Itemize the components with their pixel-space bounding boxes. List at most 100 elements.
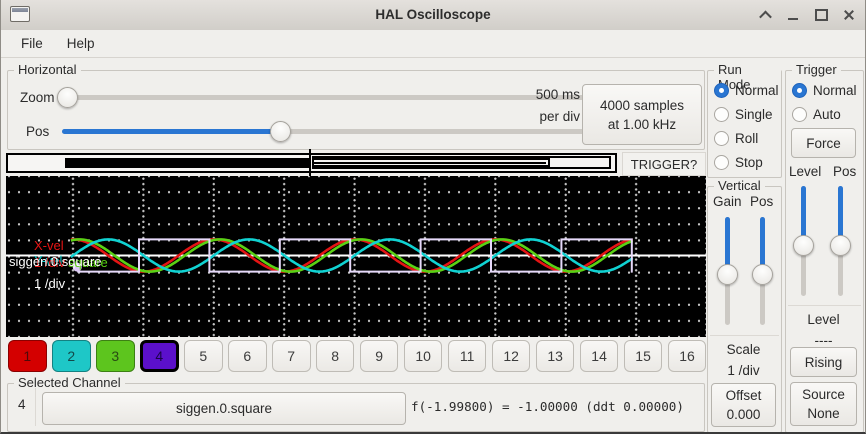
radio-icon[interactable] [714, 107, 729, 122]
scope-selected-channel-label: siggen.0.square [9, 254, 102, 269]
run-mode-option-stop[interactable]: Stop [714, 155, 763, 170]
trigger-option-normal[interactable]: Normal [792, 83, 857, 98]
trigger-option-auto[interactable]: Auto [792, 107, 841, 122]
channel-button-8[interactable]: 8 [315, 340, 355, 372]
samples-line2: at 1.00 kHz [607, 116, 677, 132]
trigger-level-label: Level [789, 164, 822, 179]
trigger-separator [788, 305, 861, 306]
vertical-pos-slider-thumb[interactable] [752, 264, 773, 285]
titlebar: HAL Oscilloscope [1, 0, 865, 31]
channel-button-11[interactable]: 11 [447, 340, 487, 372]
radio-icon[interactable] [792, 107, 807, 122]
selected-channel-panel-label: Selected Channel [14, 375, 125, 390]
channel-button-16[interactable]: 16 [667, 340, 707, 372]
minimize-icon[interactable] [785, 7, 801, 23]
samples-button[interactable]: 4000 samples at 1.00 kHz [582, 84, 702, 145]
vertical-pos-label: Pos [750, 194, 774, 209]
channel-button-10[interactable]: 10 [403, 340, 443, 372]
scope-display[interactable]: X-vel Y-vel 1 /div square siggen.0.squar… [6, 176, 706, 337]
run-mode-panel: Run Mode Normal Single Roll Stop [707, 62, 782, 178]
scope-overlap-fragment-cyan: Y-vel [34, 253, 63, 268]
window-title: HAL Oscilloscope [375, 7, 491, 22]
channel-button-15[interactable]: 15 [623, 340, 663, 372]
radio-label: Roll [735, 131, 759, 146]
maximize-icon[interactable] [813, 7, 829, 23]
run-mode-option-normal[interactable]: Normal [714, 83, 779, 98]
scope-overlap-fragment-red: 1 /div [34, 255, 66, 270]
radio-icon[interactable] [714, 155, 729, 170]
channel-button-9[interactable]: 9 [359, 340, 399, 372]
samples-line1: 4000 samples [599, 97, 685, 113]
gain-slider-fill [725, 217, 730, 272]
trigger-panel-label: Trigger [792, 62, 841, 77]
rollup-icon[interactable] [757, 7, 773, 23]
pos-slider-track[interactable] [62, 129, 590, 134]
waveform-trace [77, 238, 633, 273]
menubar: File Help [1, 30, 865, 58]
channel-button-2[interactable]: 2 [51, 340, 91, 372]
time-per-div-value: 500 ms [535, 87, 580, 102]
radio-label: Single [735, 107, 773, 122]
run-mode-panel-label: Run Mode [714, 62, 781, 92]
record-bar-trigger-marker [309, 149, 311, 177]
record-bar-pretrigger [312, 158, 550, 167]
gain-label: Gain [713, 194, 742, 209]
menu-help[interactable]: Help [66, 36, 95, 51]
selected-channel-separator [35, 388, 36, 426]
vertical-panel: Vertical Gain Pos Scale 1 /div Offset 0.… [707, 178, 782, 432]
trigger-level-slider-fill [801, 186, 806, 244]
channel-source-button[interactable]: siggen.0.square [42, 392, 406, 425]
pos-slider-fill [62, 129, 280, 134]
trigger-panel: Trigger Normal Auto Force Level Pos Leve… [785, 62, 864, 432]
channel-button-7[interactable]: 7 [271, 340, 311, 372]
offset-button[interactable]: Offset 0.000 [711, 383, 776, 427]
waveform-canvas [6, 238, 706, 273]
waveform-trace [70, 238, 634, 273]
scale-label: Scale [726, 342, 761, 357]
channel-button-3[interactable]: 3 [95, 340, 135, 372]
trigger-edge-button[interactable]: Rising [790, 347, 857, 377]
record-bar-inner-line [314, 162, 546, 164]
trigger-pos-label: Pos [833, 164, 857, 179]
channel-button-12[interactable]: 12 [491, 340, 531, 372]
run-mode-option-roll[interactable]: Roll [714, 131, 758, 146]
horizontal-panel-label: Horizontal [14, 62, 81, 77]
channel-button-1[interactable]: 1 [8, 340, 47, 372]
source-line1: Source [802, 387, 845, 402]
scope-channel-label-red: X-vel [34, 238, 64, 253]
radio-label: Normal [735, 83, 779, 98]
force-button[interactable]: Force [791, 128, 856, 158]
channel-button-14[interactable]: 14 [579, 340, 619, 372]
menu-file[interactable]: File [21, 36, 43, 51]
radio-icon[interactable] [714, 131, 729, 146]
scope-scale-label: 1 /div [34, 276, 66, 291]
app-icon [10, 6, 30, 22]
trigger-status-label: TRIGGER? [622, 152, 706, 176]
radio-icon[interactable] [714, 83, 729, 98]
trigger-pos-slider-thumb[interactable] [830, 235, 851, 256]
channel-button-6[interactable]: 6 [227, 340, 267, 372]
offset-line1: Offset [725, 388, 762, 403]
channel-button-5[interactable]: 5 [183, 340, 223, 372]
source-line2: None [807, 406, 840, 421]
channel-button-4[interactable]: 4 [139, 340, 179, 372]
radio-label: Auto [813, 107, 841, 122]
selected-channel-number: 4 [18, 397, 26, 412]
gain-slider-thumb[interactable] [717, 264, 738, 285]
zoom-slider-track[interactable] [58, 95, 590, 100]
vertical-panel-label: Vertical [714, 178, 765, 193]
time-per-div-unit: per div [539, 109, 580, 124]
zoom-slider-thumb[interactable] [57, 87, 78, 108]
trigger-level-readout-label: Level [807, 312, 840, 327]
trigger-source-button[interactable]: Source None [790, 382, 857, 426]
zoom-label: Zoom [20, 90, 55, 105]
channel-button-13[interactable]: 13 [535, 340, 575, 372]
close-icon[interactable] [841, 7, 857, 23]
trigger-level-slider-thumb[interactable] [793, 235, 814, 256]
channel-value-readout: f(-1.99800) = -1.00000 (ddt 0.00000) [411, 399, 684, 414]
pos-slider-thumb[interactable] [270, 121, 291, 142]
channel-button-row: 1 2 3 4 5 6 7 8 9 10 11 12 13 14 15 16 [8, 340, 707, 372]
run-mode-option-single[interactable]: Single [714, 107, 773, 122]
radio-icon[interactable] [792, 83, 807, 98]
